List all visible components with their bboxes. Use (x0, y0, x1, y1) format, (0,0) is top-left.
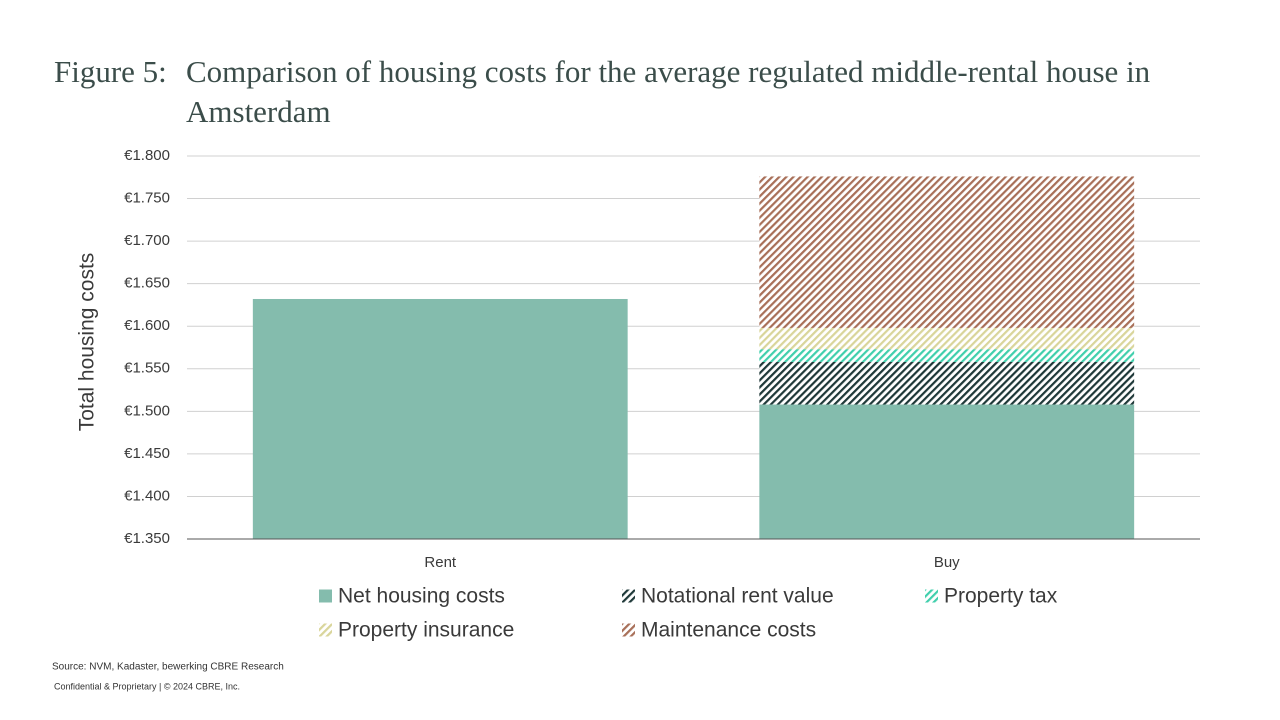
legend-label: Notational rent value (641, 585, 834, 608)
legend-label: Property insurance (338, 619, 514, 642)
legend-swatch (622, 589, 635, 603)
legend-label: Property tax (944, 585, 1058, 608)
chart-title: Figure 5: Comparison of housing costs fo… (54, 52, 1174, 132)
legend-label: Net housing costs (338, 585, 505, 608)
y-tick-label: €1.550 (124, 360, 170, 377)
y-tick-label: €1.800 (124, 147, 170, 164)
bar-segment (759, 176, 1135, 328)
y-tick-label: €1.350 (124, 530, 170, 547)
y-tick-label: €1.750 (124, 190, 170, 207)
y-tick-label: €1.600 (124, 317, 170, 334)
bar-segment (759, 327, 1135, 350)
legend-swatch (925, 589, 938, 603)
bar-segment (759, 361, 1135, 405)
legend-swatch (319, 623, 332, 637)
bar-segment (759, 349, 1135, 362)
figure-number: Figure 5: (54, 54, 167, 89)
x-tick-label: Buy (934, 554, 960, 571)
legend-swatch (319, 589, 332, 603)
title-text: Comparison of housing costs for the aver… (186, 54, 1151, 129)
source: Source: NVM, Kadaster, bewerking CBRE Re… (52, 662, 284, 673)
y-tick-label: €1.500 (124, 402, 170, 419)
bar-segment (252, 298, 628, 539)
y-tick-label: €1.650 (124, 275, 170, 292)
y-tick-label: €1.400 (124, 487, 170, 504)
footer: Confidential & Proprietary | © 2024 CBRE… (54, 681, 240, 691)
y-tick-label: €1.700 (124, 232, 170, 249)
legend-label: Maintenance costs (641, 619, 816, 642)
x-tick-label: Rent (424, 554, 457, 571)
legend-swatch (622, 623, 635, 637)
y-tick-label: €1.450 (124, 445, 170, 462)
bar-segment (759, 404, 1135, 539)
y-axis-label: Total housing costs (76, 253, 99, 432)
